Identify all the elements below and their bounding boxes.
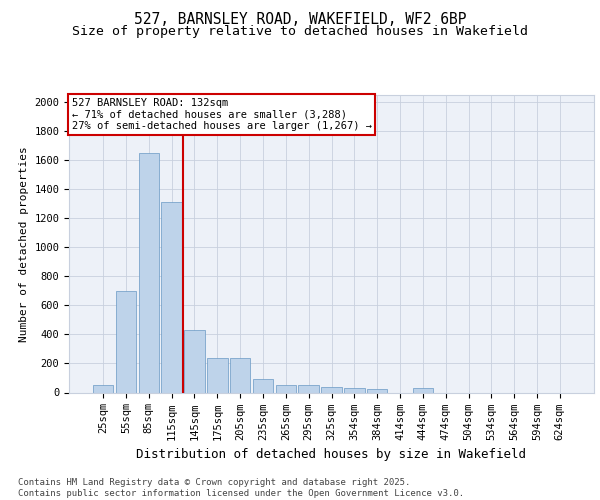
Y-axis label: Number of detached properties: Number of detached properties	[19, 146, 29, 342]
Bar	[93, 384, 113, 392]
X-axis label: Distribution of detached houses by size in Wakefield: Distribution of detached houses by size …	[137, 448, 527, 461]
Text: 527, BARNSLEY ROAD, WAKEFIELD, WF2 6BP: 527, BARNSLEY ROAD, WAKEFIELD, WF2 6BP	[134, 12, 466, 28]
Text: Size of property relative to detached houses in Wakefield: Size of property relative to detached ho…	[72, 25, 528, 38]
Bar	[253, 380, 273, 392]
Bar	[184, 330, 205, 392]
Bar	[207, 358, 227, 392]
Bar	[367, 389, 388, 392]
Bar	[139, 153, 159, 392]
Bar	[161, 202, 182, 392]
Bar	[298, 385, 319, 392]
Bar	[344, 388, 365, 392]
Bar	[413, 388, 433, 392]
Bar	[230, 358, 250, 392]
Bar	[321, 388, 342, 392]
Text: 527 BARNSLEY ROAD: 132sqm
← 71% of detached houses are smaller (3,288)
27% of se: 527 BARNSLEY ROAD: 132sqm ← 71% of detac…	[71, 98, 371, 131]
Bar	[275, 384, 296, 392]
Bar	[116, 291, 136, 392]
Text: Contains HM Land Registry data © Crown copyright and database right 2025.
Contai: Contains HM Land Registry data © Crown c…	[18, 478, 464, 498]
